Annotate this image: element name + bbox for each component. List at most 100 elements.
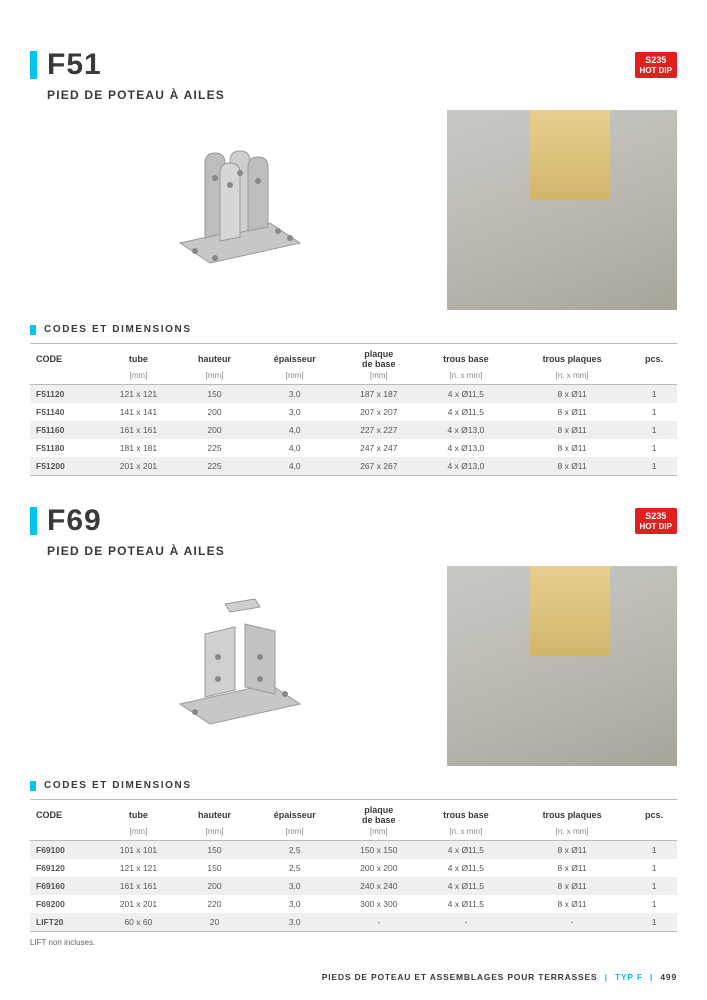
table-cell: 227 x 227 <box>339 421 419 439</box>
column-header: trous base <box>419 800 513 828</box>
table-cell: 161 x 161 <box>98 877 178 895</box>
accent-bar-small <box>30 781 36 791</box>
column-unit: [mm] <box>339 371 419 385</box>
table-head: CODEtubehauteurépaisseurplaquede basetro… <box>30 344 677 385</box>
table-cell: F51140 <box>30 403 98 421</box>
column-header: hauteur <box>178 344 250 372</box>
table-cell: 3,0 <box>251 385 339 404</box>
table-cell: 181 x 181 <box>98 439 178 457</box>
table-cell: F69200 <box>30 895 98 913</box>
table-cell: F51160 <box>30 421 98 439</box>
column-unit: [n. x mm] <box>513 371 631 385</box>
table-cell: 4,0 <box>251 439 339 457</box>
footer-type: TYP F <box>615 972 643 982</box>
page-footer: PIEDS DE POTEAU ET ASSEMBLAGES POUR TERR… <box>322 972 677 982</box>
table-cell: 8 x Ø11 <box>513 877 631 895</box>
column-unit: [n. x mm] <box>419 371 513 385</box>
table-cell: F69100 <box>30 841 98 860</box>
footer-separator: | <box>650 972 653 982</box>
table-cell: 8 x Ø11 <box>513 841 631 860</box>
table-cell: 220 <box>178 895 250 913</box>
table-cell: 1 <box>631 841 677 860</box>
table-cell: 150 x 150 <box>339 841 419 860</box>
column-unit <box>30 827 98 841</box>
product-photo-image <box>447 566 677 766</box>
product-code: F69 <box>47 504 102 538</box>
column-header: plaquede base <box>339 344 419 372</box>
table-cell: 3,0 <box>251 913 339 932</box>
table-cell: 1 <box>631 895 677 913</box>
column-header: tube <box>98 344 178 372</box>
accent-bar-small <box>30 325 36 335</box>
table-cell: 8 x Ø11 <box>513 895 631 913</box>
column-header: pcs. <box>631 800 677 828</box>
table-cell: 60 x 60 <box>98 913 178 932</box>
table-cell: 200 <box>178 877 250 895</box>
badge-line2: HOT DIP <box>640 522 672 532</box>
table-cell: 225 <box>178 457 250 476</box>
product-code: F51 <box>47 48 102 82</box>
column-header: tube <box>98 800 178 828</box>
table-cell: 8 x Ø11 <box>513 385 631 404</box>
column-header: CODE <box>30 800 98 828</box>
table-cell: 8 x Ø11 <box>513 439 631 457</box>
table-cell: 4 x Ø11,5 <box>419 895 513 913</box>
badge-line1: S235 <box>640 511 672 522</box>
column-unit <box>30 371 98 385</box>
dimensions-table-f51: CODEtubehauteurépaisseurplaquede basetro… <box>30 343 677 476</box>
table-cell: 200 <box>178 421 250 439</box>
material-badge: S235 HOT DIP <box>635 508 677 534</box>
table-cell: F69120 <box>30 859 98 877</box>
column-unit: [mm] <box>251 827 339 841</box>
table-cell: 240 x 240 <box>339 877 419 895</box>
table-cell: 150 <box>178 385 250 404</box>
table-row: F69120121 x 1211502,5200 x 2004 x Ø11,58… <box>30 859 677 877</box>
table-cell: 267 x 267 <box>339 457 419 476</box>
table-cell: 3,0 <box>251 403 339 421</box>
table-cell: LIFT20 <box>30 913 98 932</box>
column-header: trous plaques <box>513 800 631 828</box>
column-header: hauteur <box>178 800 250 828</box>
table-cell: 1 <box>631 421 677 439</box>
footnote: LIFT non incluses. <box>30 938 677 947</box>
table-cell: F51180 <box>30 439 98 457</box>
column-unit: [mm] <box>98 827 178 841</box>
table-cell: 201 x 201 <box>98 895 178 913</box>
product-subtitle: PIED DE POTEAU À AILES <box>47 88 225 102</box>
column-header: pcs. <box>631 344 677 372</box>
table-cell: 1 <box>631 403 677 421</box>
product-render-image <box>130 110 350 295</box>
table-cell: 8 x Ø11 <box>513 421 631 439</box>
table-cell: 200 x 200 <box>339 859 419 877</box>
table-cell: 200 <box>178 403 250 421</box>
table-cell: 4 x Ø13,0 <box>419 457 513 476</box>
table-cell: - <box>339 913 419 932</box>
column-unit: [mm] <box>178 827 250 841</box>
product-subtitle: PIED DE POTEAU À AILES <box>47 544 225 558</box>
product-render-image <box>130 566 350 751</box>
table-cell: 150 <box>178 841 250 860</box>
table-cell: 1 <box>631 439 677 457</box>
table-cell: 4,0 <box>251 421 339 439</box>
table-cell: F51120 <box>30 385 98 404</box>
table-row: F51200201 x 2012254,0267 x 2674 x Ø13,08… <box>30 457 677 476</box>
table-cell: F51200 <box>30 457 98 476</box>
table-cell: 4,0 <box>251 457 339 476</box>
column-unit: [n. x mm] <box>513 827 631 841</box>
table-cell: 4 x Ø13,0 <box>419 439 513 457</box>
column-header: épaisseur <box>251 800 339 828</box>
column-header: trous plaques <box>513 344 631 372</box>
footer-text: PIEDS DE POTEAU ET ASSEMBLAGES POUR TERR… <box>322 972 598 982</box>
table-body: F51120121 x 1211503,0187 x 1874 x Ø11,58… <box>30 385 677 476</box>
product-photo-image <box>447 110 677 310</box>
column-header: épaisseur <box>251 344 339 372</box>
column-unit <box>631 827 677 841</box>
table-cell: 201 x 201 <box>98 457 178 476</box>
table-cell: 20 <box>178 913 250 932</box>
table-row: F51120121 x 1211503,0187 x 1874 x Ø11,58… <box>30 385 677 404</box>
badge-line2: HOT DIP <box>640 66 672 76</box>
table-cell: 1 <box>631 385 677 404</box>
column-unit <box>631 371 677 385</box>
table-cell: 8 x Ø11 <box>513 457 631 476</box>
table-cell: 225 <box>178 439 250 457</box>
